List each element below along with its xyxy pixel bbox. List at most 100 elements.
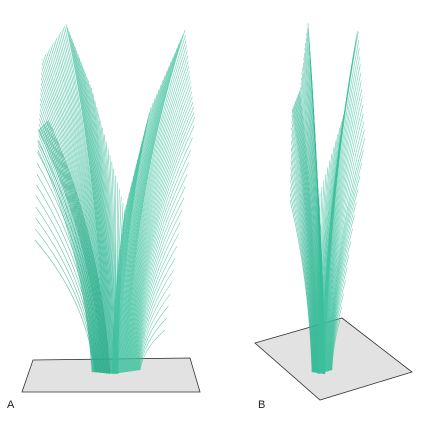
wire [46,120,110,374]
wire [98,113,114,374]
wire [136,233,179,371]
wire [41,125,106,374]
wire [41,72,98,373]
wire [37,144,93,373]
wire [36,184,100,373]
wire [132,112,195,372]
wire [321,114,344,374]
wire [88,80,111,374]
wire [113,181,133,374]
wire [139,317,167,371]
wire [137,257,176,371]
wire [137,269,174,371]
wire [43,123,108,374]
wire [45,121,109,374]
wire [114,175,134,374]
wire [318,173,327,374]
wire [135,209,183,371]
wire [115,158,139,374]
wire [291,141,315,373]
wire [38,128,104,374]
wire [131,106,194,372]
wire [133,137,193,371]
wire [114,169,136,374]
wire [325,48,360,372]
wire [293,105,317,373]
wire [139,329,166,371]
wire [124,48,178,373]
wire [129,81,191,372]
wire [136,221,181,371]
wire [76,50,108,374]
wire [135,197,185,371]
wire [44,122,109,374]
wire [91,88,112,374]
wire [113,187,131,374]
wire [319,147,334,374]
wire [116,147,141,374]
wire [133,149,191,371]
wire [118,112,150,374]
wire [35,206,98,373]
wire [324,32,359,373]
wire [326,72,362,372]
wire [119,98,156,373]
wire-surface [289,23,366,375]
wire [125,34,184,373]
wire [138,281,173,371]
wire [122,61,172,373]
wire [136,245,178,371]
panel-label: A [7,399,15,411]
wire [319,160,331,374]
wire [138,305,169,371]
wire [121,80,164,373]
wire [138,293,171,371]
wire [121,75,166,373]
wire [40,126,106,374]
wire [124,43,180,373]
wire [125,29,186,373]
wire [132,117,195,372]
wire [291,121,316,373]
wire [129,76,191,372]
wire [123,52,176,373]
panel-a: A [7,23,201,411]
wire [35,195,99,373]
wire [124,39,182,373]
wire [89,84,112,374]
wire [85,72,111,374]
wire [37,151,102,373]
wire [126,45,187,372]
wire [297,96,318,373]
wire [94,100,113,374]
wire [120,84,162,373]
wire [320,127,340,374]
wire [86,76,111,374]
wire [318,186,323,374]
panel-b: B [254,23,413,411]
wire [39,127,105,374]
wire [126,35,186,372]
wire [34,239,96,373]
wire [130,91,193,372]
wire [130,96,193,372]
wire [128,70,190,372]
wire [47,119,111,375]
wire [123,57,174,373]
wire [112,192,130,374]
wire [114,164,137,374]
wire [292,108,316,373]
wire [38,129,94,373]
wire [116,141,143,374]
wire [83,69,110,374]
wire [128,60,189,372]
wire [36,162,101,373]
wire [41,62,99,373]
wire [290,173,314,373]
wire [117,124,147,374]
wire [132,125,195,372]
wire [112,204,127,374]
wire [128,65,190,372]
wire [120,89,160,373]
